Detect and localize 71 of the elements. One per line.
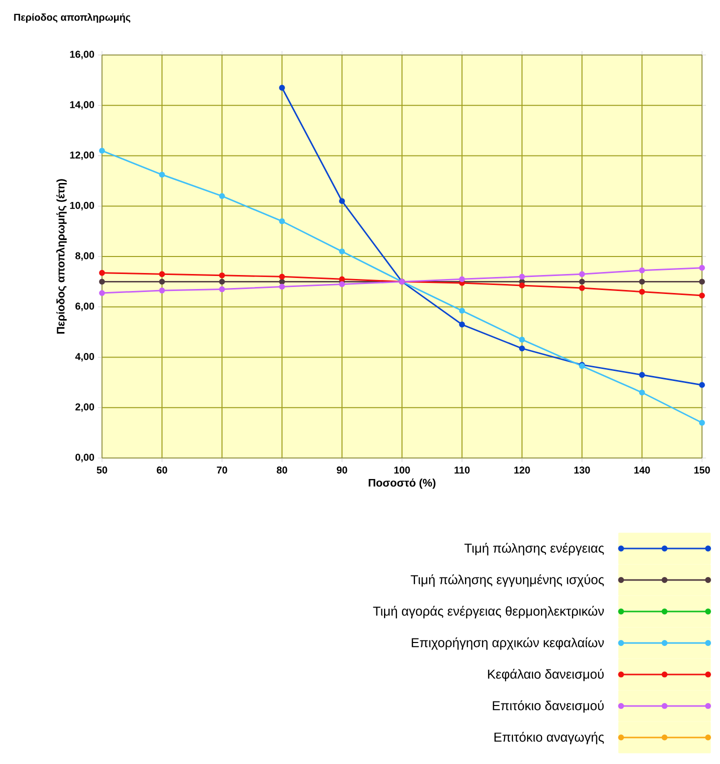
y-axis-title: Περίοδος αποπληρωμής (έτη) [56,179,67,334]
point [519,345,525,352]
point [699,292,705,298]
point [279,278,285,285]
x-tick-label: 70 [216,466,228,474]
x-tick-label: 50 [96,466,108,474]
point [99,148,105,154]
y-tick-label: 0,00 [75,454,94,462]
point [639,267,645,274]
legend-label: Τιμή πώλησης εγγυημένης ισχύος [410,574,604,587]
point [459,276,465,282]
x-tick-label: 60 [156,466,168,474]
point [219,193,225,199]
point [219,272,225,278]
point [459,308,465,314]
point [279,84,285,91]
x-tick-label: 120 [514,466,530,474]
point [159,271,165,278]
y-tick-label: 2,00 [75,403,94,412]
point [579,271,585,278]
y-tick-label: 12,00 [70,152,94,160]
point [519,282,525,288]
point [339,198,345,204]
x-tick-label: 110 [454,466,470,474]
point [639,278,645,285]
legend-label: Τιμή αγοράς ενέργειας θερμοηλεκτρικών [373,606,604,618]
point [159,278,165,285]
point [339,281,345,288]
y-tick-label: 4,00 [75,353,94,362]
point [279,218,285,224]
point [159,172,165,178]
point [219,278,225,285]
point [639,390,645,396]
point [699,382,705,388]
x-tick-label: 140 [634,466,650,474]
y-tick-label: 8,00 [75,252,94,261]
x-tick-label: 130 [574,466,590,474]
point [99,290,105,296]
x-tick-label: 100 [394,466,410,474]
legend-label: Τιμή πώλησης ενέργειας [464,542,604,556]
x-tick-label: 150 [694,466,710,474]
x-axis-title: Ποσοστό (%) [368,478,436,489]
point [279,284,285,290]
legend-label: Επιτόκιο αναγωγής [494,732,604,744]
point [699,264,705,271]
legend-label: Κεφάλαιο δανεισμού [488,668,604,682]
point [519,274,525,280]
y-tick-label: 6,00 [75,302,94,312]
point [99,278,105,285]
point [279,274,285,280]
point [99,270,105,276]
x-tick-label: 90 [336,466,348,474]
point [459,322,465,328]
point [639,372,645,378]
x-tick-label: 80 [276,466,288,474]
chart-title: Περίοδος αποπληρωμής [14,13,130,23]
point [579,278,585,285]
point [699,420,705,426]
point [699,278,705,285]
legend-label: Επιχορήγηση αρχικών κεφαλαίων [412,637,604,650]
point [519,336,525,343]
point [339,276,345,282]
y-tick-label: 16,00 [70,50,94,60]
y-tick-label: 10,00 [70,202,94,210]
point [639,288,645,295]
y-tick-label: 14,00 [70,101,94,110]
point [339,248,345,254]
legend-label: Επιτόκιο δανεισμού [492,700,604,713]
point [219,286,225,292]
point [579,285,585,291]
point [159,288,165,294]
